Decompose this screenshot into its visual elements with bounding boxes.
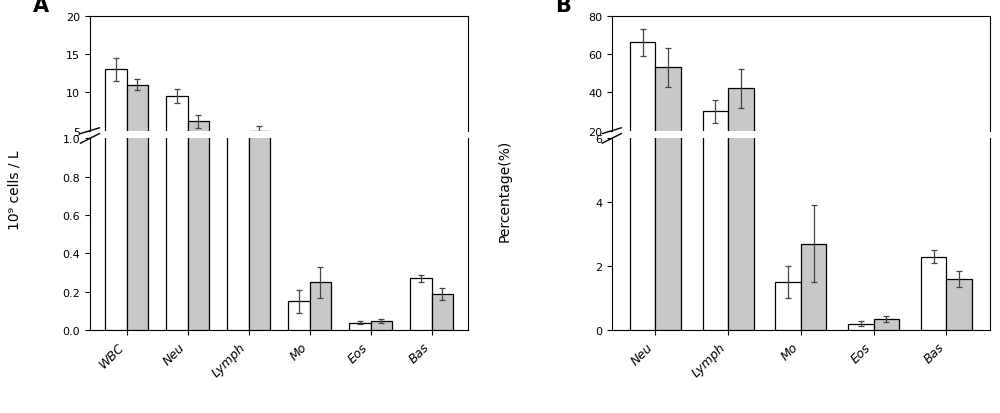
Bar	[703, 0, 728, 330]
Text: 10⁹ cells / L: 10⁹ cells / L	[8, 150, 22, 230]
Bar	[775, 167, 801, 170]
Bar	[801, 164, 826, 170]
Bar	[349, 323, 371, 330]
Bar	[775, 282, 801, 330]
Bar	[188, 122, 209, 170]
Bar	[310, 282, 331, 330]
Bar	[728, 89, 754, 170]
Bar	[655, 0, 681, 330]
Text: Percentage(%): Percentage(%)	[498, 139, 512, 241]
Bar	[371, 321, 392, 330]
Bar	[874, 319, 899, 330]
Bar	[288, 301, 310, 330]
Bar	[432, 168, 453, 170]
Bar	[874, 169, 899, 170]
Bar	[105, 70, 127, 170]
Bar	[105, 0, 127, 330]
Bar	[249, 0, 270, 330]
Bar	[801, 244, 826, 330]
Text: B: B	[555, 0, 571, 16]
Bar	[921, 257, 946, 330]
Bar	[166, 97, 188, 170]
Bar	[127, 85, 148, 170]
Bar	[630, 0, 655, 330]
Bar	[227, 0, 249, 330]
Bar	[946, 279, 972, 330]
Bar	[921, 165, 946, 170]
Bar	[127, 0, 148, 330]
Bar	[655, 68, 681, 170]
Bar	[227, 138, 249, 170]
Bar	[410, 279, 432, 330]
Bar	[249, 131, 270, 170]
Bar	[166, 0, 188, 330]
Bar	[410, 168, 432, 170]
Bar	[728, 0, 754, 330]
Text: A: A	[33, 0, 49, 16]
Bar	[432, 294, 453, 330]
Bar	[188, 0, 209, 330]
Bar	[848, 324, 874, 330]
Bar	[630, 43, 655, 170]
Bar	[288, 169, 310, 170]
Bar	[946, 166, 972, 170]
Bar	[703, 112, 728, 170]
Bar	[310, 168, 331, 170]
